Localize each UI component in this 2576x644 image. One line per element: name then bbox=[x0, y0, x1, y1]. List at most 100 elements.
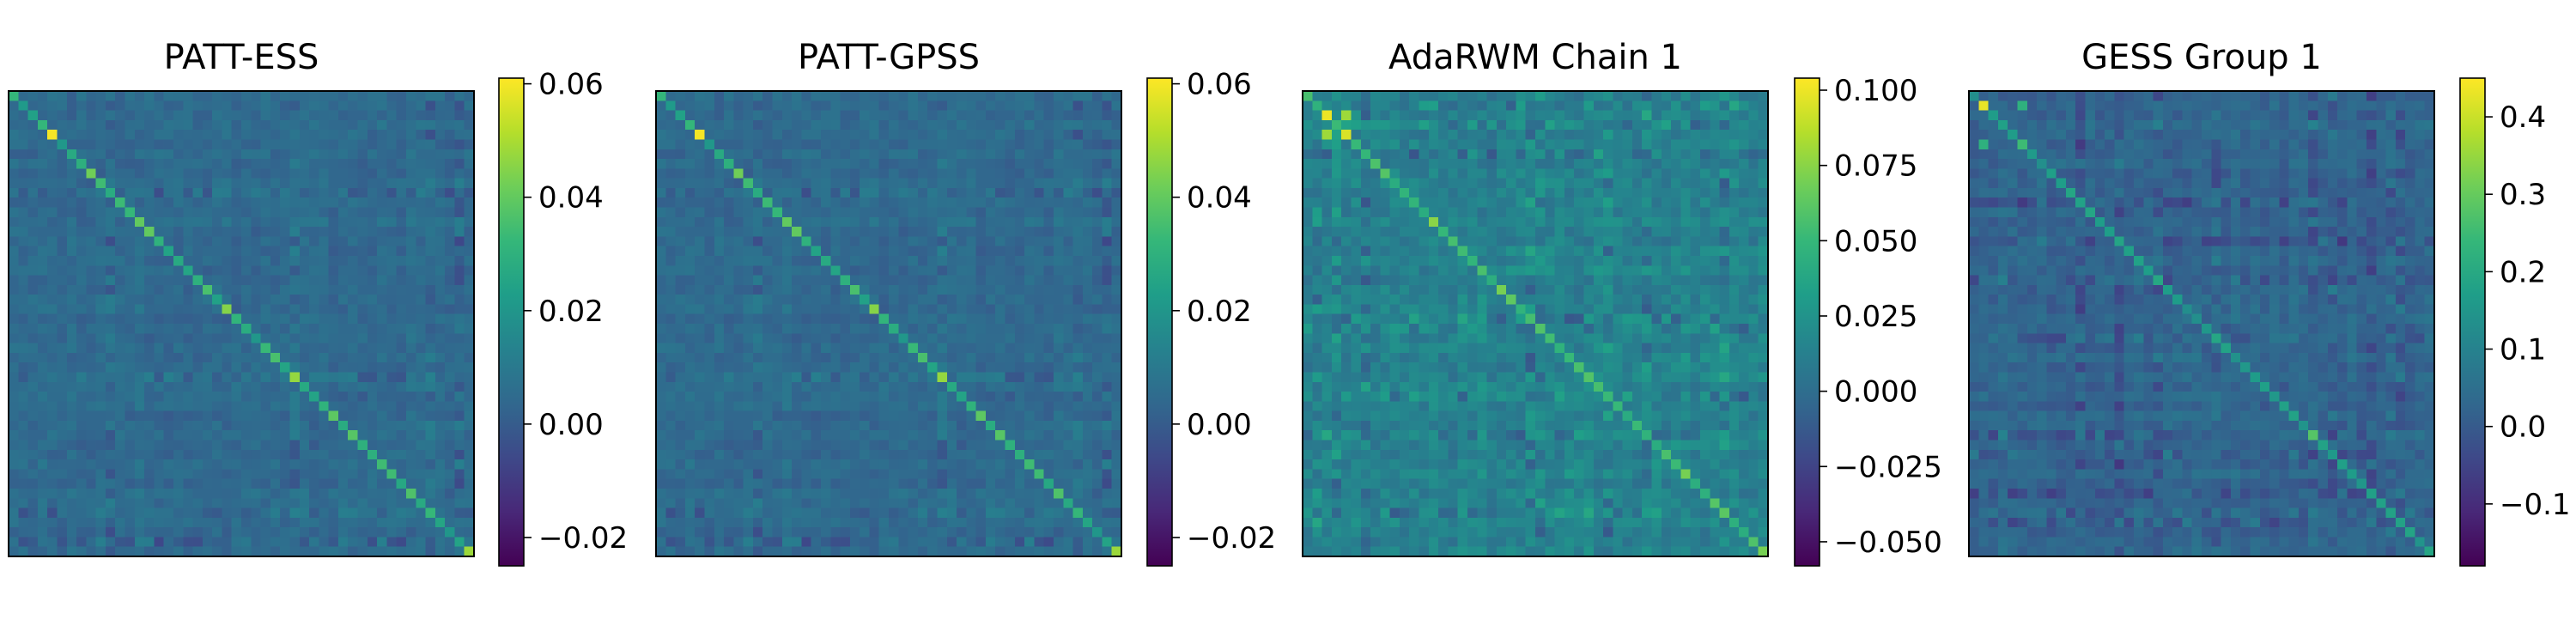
heatmap-cell bbox=[860, 216, 871, 228]
heatmap-cell bbox=[445, 352, 456, 363]
heatmap-cell bbox=[985, 449, 996, 460]
heatmap-cell bbox=[830, 265, 841, 276]
heatmap-cell bbox=[1005, 197, 1016, 209]
heatmap-cell bbox=[357, 110, 368, 121]
heatmap-cell bbox=[1739, 110, 1750, 121]
heatmap-cell bbox=[163, 275, 174, 286]
heatmap-cell bbox=[1092, 392, 1103, 402]
heatmap-cell bbox=[820, 295, 831, 306]
heatmap-cell bbox=[724, 372, 734, 383]
heatmap-cell bbox=[752, 227, 763, 237]
heatmap-cell bbox=[840, 449, 851, 460]
heatmap-cell bbox=[434, 227, 446, 237]
heatmap-cell bbox=[66, 313, 77, 325]
heatmap-cell bbox=[328, 449, 339, 460]
heatmap-cell bbox=[115, 410, 126, 422]
heatmap-cell bbox=[792, 284, 802, 295]
heatmap-cell bbox=[405, 352, 416, 363]
heatmap-cell bbox=[445, 343, 456, 354]
heatmap-cell bbox=[241, 392, 252, 402]
heatmap-cell bbox=[665, 178, 677, 189]
heatmap-cell bbox=[328, 362, 339, 374]
heatmap-cell bbox=[743, 275, 754, 286]
heatmap-cell bbox=[416, 537, 427, 548]
heatmap-cell bbox=[946, 236, 957, 247]
heatmap-cell bbox=[1613, 91, 1624, 101]
heatmap-cell bbox=[445, 207, 456, 218]
heatmap-cell bbox=[386, 537, 398, 548]
heatmap-cell bbox=[684, 488, 696, 499]
heatmap-cell bbox=[1072, 517, 1084, 528]
heatmap-cell bbox=[849, 207, 860, 218]
heatmap-cell bbox=[830, 255, 841, 266]
heatmap-cell bbox=[9, 187, 19, 198]
heatmap-cell bbox=[425, 216, 436, 228]
heatmap-cell bbox=[183, 187, 194, 198]
heatmap-cell bbox=[86, 507, 97, 519]
heatmap-cell bbox=[1360, 159, 1371, 169]
heatmap-cell bbox=[985, 392, 996, 402]
heatmap-cell bbox=[849, 216, 860, 228]
heatmap-cell bbox=[144, 392, 155, 402]
heatmap-cell bbox=[231, 498, 242, 509]
heatmap-cell bbox=[889, 469, 899, 480]
heatmap-cell bbox=[675, 333, 686, 344]
heatmap-cell bbox=[319, 430, 330, 441]
heatmap-cell bbox=[154, 362, 165, 374]
heatmap-cell bbox=[985, 362, 996, 374]
heatmap-cell bbox=[733, 401, 744, 412]
heatmap-cell bbox=[163, 372, 174, 383]
heatmap-cell bbox=[280, 110, 291, 121]
heatmap-cell bbox=[762, 410, 774, 422]
heatmap-cell bbox=[1072, 110, 1084, 121]
heatmap-cell bbox=[328, 372, 339, 383]
heatmap-cell bbox=[47, 527, 58, 538]
heatmap-cell bbox=[9, 227, 19, 237]
heatmap-cell bbox=[675, 304, 686, 315]
heatmap-cell bbox=[212, 333, 223, 344]
heatmap-cell bbox=[183, 343, 194, 354]
heatmap-cell bbox=[704, 119, 715, 131]
heatmap-cell bbox=[860, 352, 871, 363]
heatmap-cell bbox=[183, 216, 194, 228]
heatmap-cell bbox=[1448, 130, 1459, 141]
heatmap-cell bbox=[328, 352, 339, 363]
heatmap-cell bbox=[695, 420, 706, 431]
heatmap-cell bbox=[946, 275, 957, 286]
heatmap-cell bbox=[163, 236, 174, 247]
heatmap-cell bbox=[299, 313, 310, 325]
heatmap-cell bbox=[656, 227, 666, 237]
heatmap-cell bbox=[675, 430, 686, 441]
heatmap-cell bbox=[878, 401, 890, 412]
heatmap-cell bbox=[202, 392, 213, 402]
heatmap-cell bbox=[665, 130, 677, 141]
heatmap-cell bbox=[762, 440, 774, 451]
heatmap-cell bbox=[163, 255, 174, 266]
heatmap-cell bbox=[416, 410, 427, 422]
heatmap-cell bbox=[1063, 410, 1074, 422]
heatmap-cell bbox=[1102, 246, 1113, 257]
heatmap-cell bbox=[377, 324, 387, 334]
heatmap-cell bbox=[260, 352, 271, 363]
heatmap-cell bbox=[202, 313, 213, 325]
heatmap-cell bbox=[241, 430, 252, 441]
heatmap-cell bbox=[908, 304, 919, 315]
heatmap-cell bbox=[1409, 149, 1420, 160]
heatmap-cell bbox=[665, 449, 677, 460]
heatmap-cell bbox=[192, 537, 204, 548]
heatmap-cell bbox=[792, 295, 802, 306]
heatmap-cell bbox=[386, 295, 398, 306]
heatmap-cell bbox=[1690, 119, 1701, 131]
heatmap-cell bbox=[792, 469, 802, 480]
heatmap-cell bbox=[37, 527, 48, 538]
heatmap-cell bbox=[1082, 410, 1093, 422]
heatmap-cell bbox=[1005, 139, 1016, 150]
heatmap-cell bbox=[134, 110, 145, 121]
heatmap-cell bbox=[270, 372, 281, 383]
heatmap-cell bbox=[270, 333, 281, 344]
heatmap-cell bbox=[1613, 139, 1624, 150]
heatmap-cell bbox=[1419, 100, 1430, 112]
heatmap-cell bbox=[1082, 313, 1093, 325]
heatmap-cell bbox=[714, 478, 725, 489]
heatmap-cell bbox=[811, 449, 822, 460]
